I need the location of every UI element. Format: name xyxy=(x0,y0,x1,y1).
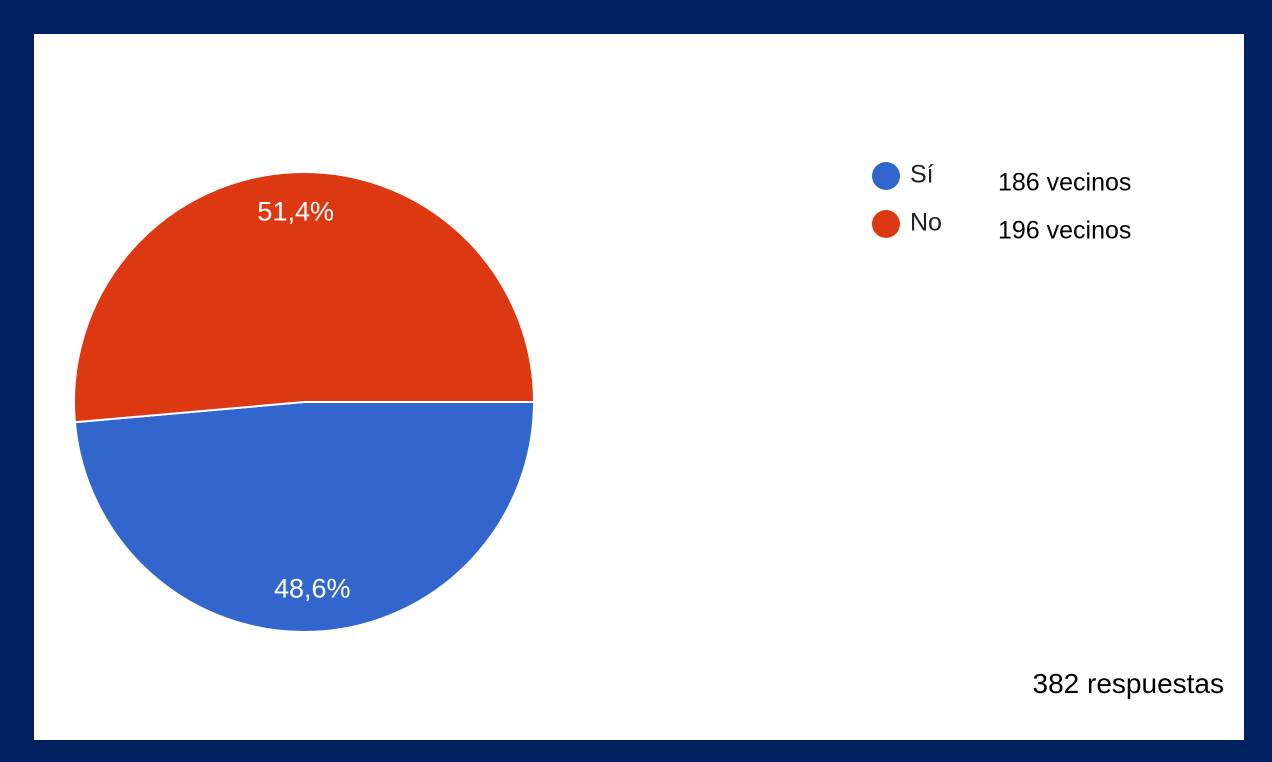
slice-percent-label: 51,4% xyxy=(257,197,334,227)
legend-swatch xyxy=(872,162,900,190)
pie-slice-si xyxy=(73,401,536,633)
pie-chart: 48,6% 51,4% Sí 186 vecinos No 196 vecinos xyxy=(73,161,1131,633)
pie-slice-labels: 48,6% 51,4% xyxy=(257,197,350,604)
chart-frame: 48,6% 51,4% Sí 186 vecinos No 196 vecinos 38… xyxy=(34,34,1244,740)
legend-count: 186 vecinos xyxy=(998,169,1131,197)
legend-label: No xyxy=(910,209,942,237)
legend-swatch xyxy=(872,210,900,238)
total-responses: 382 respuestas xyxy=(1032,668,1224,699)
slice-percent-label: 48,6% xyxy=(274,574,351,604)
legend-count: 196 vecinos xyxy=(998,217,1131,245)
pie-slices xyxy=(73,171,536,633)
legend: Sí 186 vecinos No 196 vecinos xyxy=(872,161,1131,245)
pie-slice-no xyxy=(73,171,536,424)
legend-label: Sí xyxy=(910,161,934,189)
